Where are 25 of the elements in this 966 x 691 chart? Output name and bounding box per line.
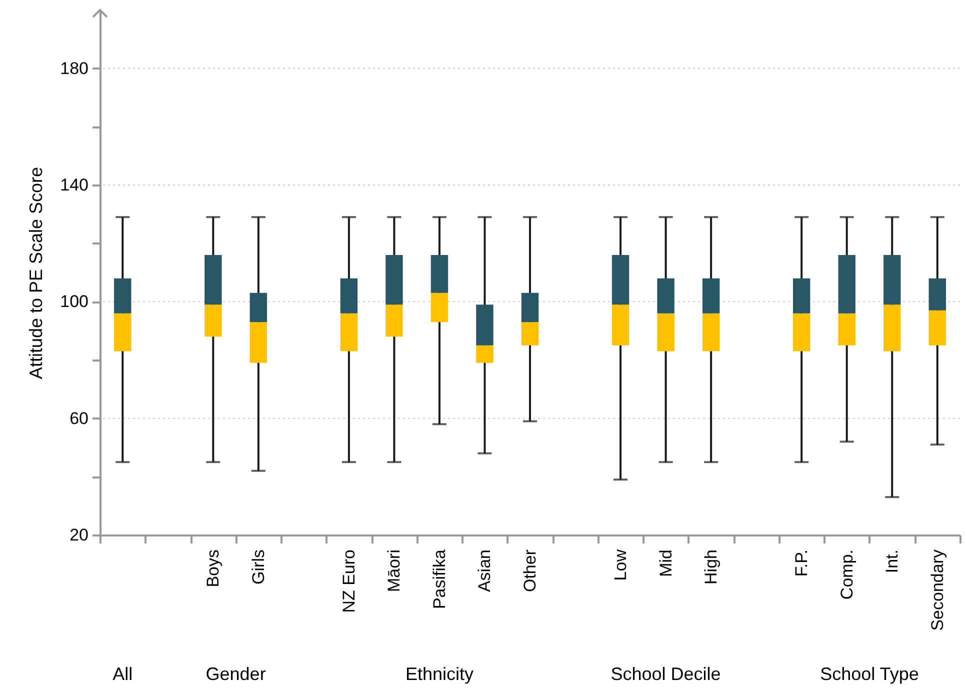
x-tick-label: Māori [384,550,404,592]
y-tick-label: 60 [70,408,88,428]
x-tick-label: Pasifika [430,548,449,610]
x-tick-label: Mid [656,550,676,577]
x-tick-label: Asian [475,550,494,592]
text: Gender [206,664,266,684]
text: Ethnicity [405,664,474,684]
y-tick-label: 180 [60,58,88,78]
x-tick-label: Boys [204,550,223,588]
x-tick-label: Other [520,549,540,592]
x-tick-label: Int. [882,550,902,574]
text: School Decile [610,664,721,684]
y-tick-label: 100 [60,292,88,312]
x-tick-label: High [702,550,721,584]
text: School Type [820,664,919,684]
x-tick-label: Girls [248,550,268,584]
text: All [112,664,133,684]
y-tick-label: 20 [70,526,88,544]
x-tick-label: F.P. [792,550,812,577]
x-tick-label: Low [611,548,630,581]
x-tick-label: Secondary [928,549,947,631]
y-axis-title: Attitude to PE Scale Score [26,166,46,380]
x-tick-label: NZ Euro [339,550,358,613]
y-tick-label: 140 [60,176,88,194]
x-tick-label: Comp. [837,550,856,600]
